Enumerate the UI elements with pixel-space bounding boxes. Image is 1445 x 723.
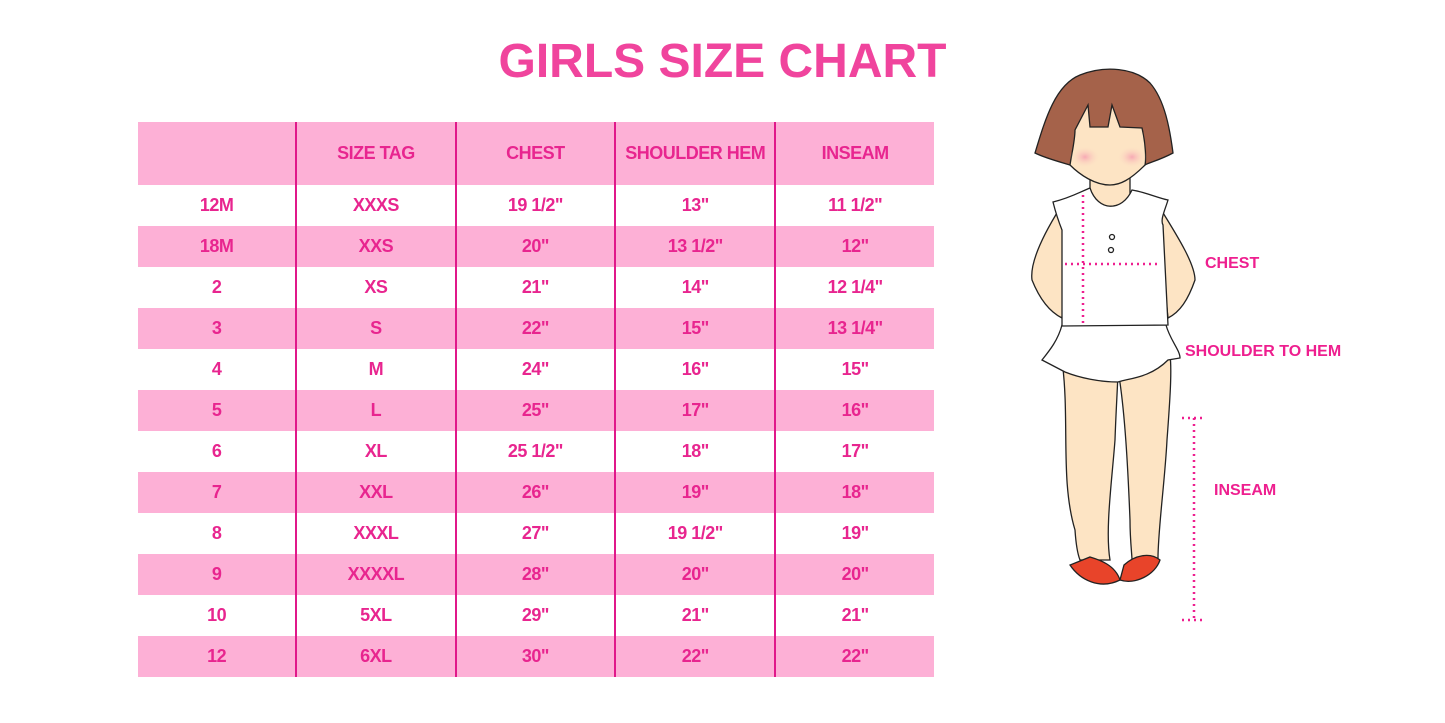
table-row: 5 L 25" 17" 16" bbox=[138, 390, 934, 431]
inseam-cell: 12" bbox=[775, 226, 934, 267]
size-cell: 9 bbox=[138, 554, 298, 595]
shoulder-hem-cell: 13" bbox=[615, 185, 777, 226]
shoulder-hem-cell: 18" bbox=[615, 431, 777, 472]
table-row: 18M XXS 20" 13 1/2" 12" bbox=[138, 226, 934, 267]
header-chest: CHEST bbox=[455, 122, 617, 185]
size-cell: 12M bbox=[138, 185, 298, 226]
size-tag-cell: XS bbox=[296, 267, 457, 308]
header-inseam: INSEAM bbox=[775, 122, 934, 185]
size-tag-cell: XXXXL bbox=[296, 554, 457, 595]
size-cell: 4 bbox=[138, 349, 298, 390]
shoulder-hem-cell: 21" bbox=[615, 595, 777, 636]
size-tag-cell: 5XL bbox=[296, 595, 457, 636]
chest-cell: 25" bbox=[455, 390, 617, 431]
shoulder-hem-cell: 15" bbox=[615, 308, 777, 349]
right-cheek bbox=[1117, 146, 1147, 168]
inseam-cell: 16" bbox=[775, 390, 934, 431]
size-tag-cell: L bbox=[296, 390, 457, 431]
size-tag-cell: XXXS bbox=[296, 185, 457, 226]
left-cheek bbox=[1070, 146, 1100, 168]
chest-cell: 21" bbox=[455, 267, 617, 308]
size-tag-cell: XL bbox=[296, 431, 457, 472]
shoulder-hem-cell: 14" bbox=[615, 267, 777, 308]
inseam-cell: 15" bbox=[775, 349, 934, 390]
size-cell: 18M bbox=[138, 226, 298, 267]
table-row: 9 XXXXL 28" 20" 20" bbox=[138, 554, 934, 595]
inseam-cell: 18" bbox=[775, 472, 934, 513]
inseam-cell: 11 1/2" bbox=[775, 185, 934, 226]
size-cell: 6 bbox=[138, 431, 298, 472]
table-row: 7 XXL 26" 19" 18" bbox=[138, 472, 934, 513]
inseam-cell: 13 1/4" bbox=[775, 308, 934, 349]
inseam-cell: 19" bbox=[775, 513, 934, 554]
chest-cell: 29" bbox=[455, 595, 617, 636]
table-row: 12 6XL 30" 22" 22" bbox=[138, 636, 934, 677]
size-tag-cell: XXXL bbox=[296, 513, 457, 554]
inseam-cell: 21" bbox=[775, 595, 934, 636]
table-row: 2 XS 21" 14" 12 1/4" bbox=[138, 267, 934, 308]
table-row: 6 XL 25 1/2" 18" 17" bbox=[138, 431, 934, 472]
size-table: SIZE TAG CHEST SHOULDER HEM INSEAM 12M XX… bbox=[138, 122, 934, 677]
header-size-tag: SIZE TAG bbox=[296, 122, 457, 185]
size-cell: 8 bbox=[138, 513, 298, 554]
chest-cell: 24" bbox=[455, 349, 617, 390]
shoulder-hem-cell: 20" bbox=[615, 554, 777, 595]
table-header-row: SIZE TAG CHEST SHOULDER HEM INSEAM bbox=[138, 122, 934, 185]
header-size bbox=[138, 122, 298, 185]
chest-cell: 27" bbox=[455, 513, 617, 554]
table-row: 3 S 22" 15" 13 1/4" bbox=[138, 308, 934, 349]
chest-cell: 30" bbox=[455, 636, 617, 677]
size-cell: 10 bbox=[138, 595, 298, 636]
chest-cell: 19 1/2" bbox=[455, 185, 617, 226]
size-tag-cell: XXL bbox=[296, 472, 457, 513]
inseam-cell: 20" bbox=[775, 554, 934, 595]
inseam-cell: 22" bbox=[775, 636, 934, 677]
size-cell: 12 bbox=[138, 636, 298, 677]
size-cell: 3 bbox=[138, 308, 298, 349]
shoulder-hem-cell: 16" bbox=[615, 349, 777, 390]
chest-label: CHEST bbox=[1205, 255, 1260, 272]
table-row: 8 XXXL 27" 19 1/2" 19" bbox=[138, 513, 934, 554]
chest-cell: 25 1/2" bbox=[455, 431, 617, 472]
shoulder-to-hem-label: SHOULDER TO HEM bbox=[1185, 343, 1342, 360]
shoulder-hem-cell: 22" bbox=[615, 636, 777, 677]
size-tag-cell: M bbox=[296, 349, 457, 390]
inseam-cell: 17" bbox=[775, 431, 934, 472]
size-cell: 7 bbox=[138, 472, 298, 513]
inseam-cell: 12 1/4" bbox=[775, 267, 934, 308]
size-cell: 2 bbox=[138, 267, 298, 308]
shoulder-hem-cell: 17" bbox=[615, 390, 777, 431]
title-text: GIRLS SIZE CHART bbox=[498, 35, 947, 88]
chest-cell: 26" bbox=[455, 472, 617, 513]
table-row: 10 5XL 29" 21" 21" bbox=[138, 595, 934, 636]
size-tag-cell: S bbox=[296, 308, 457, 349]
shoulder-hem-cell: 19 1/2" bbox=[615, 513, 777, 554]
table-row: 12M XXXS 19 1/2" 13" 11 1/2" bbox=[138, 185, 934, 226]
chest-cell: 28" bbox=[455, 554, 617, 595]
header-shoulder-hem: SHOULDER HEM bbox=[615, 122, 777, 185]
size-tag-cell: 6XL bbox=[296, 636, 457, 677]
girl-figure bbox=[1031, 68, 1196, 585]
chest-cell: 20" bbox=[455, 226, 617, 267]
table-row: 4 M 24" 16" 15" bbox=[138, 349, 934, 390]
chest-cell: 22" bbox=[455, 308, 617, 349]
size-tag-cell: XXS bbox=[296, 226, 457, 267]
girl-measurement-illustration bbox=[1031, 68, 1202, 622]
shoulder-hem-cell: 13 1/2" bbox=[615, 226, 777, 267]
measurement-lines bbox=[1065, 195, 1202, 622]
shoulder-hem-cell: 19" bbox=[615, 472, 777, 513]
page-title: GIRLS SIZE CHART bbox=[0, 34, 1445, 89]
inseam-label: INSEAM bbox=[1214, 482, 1277, 499]
size-cell: 5 bbox=[138, 390, 298, 431]
